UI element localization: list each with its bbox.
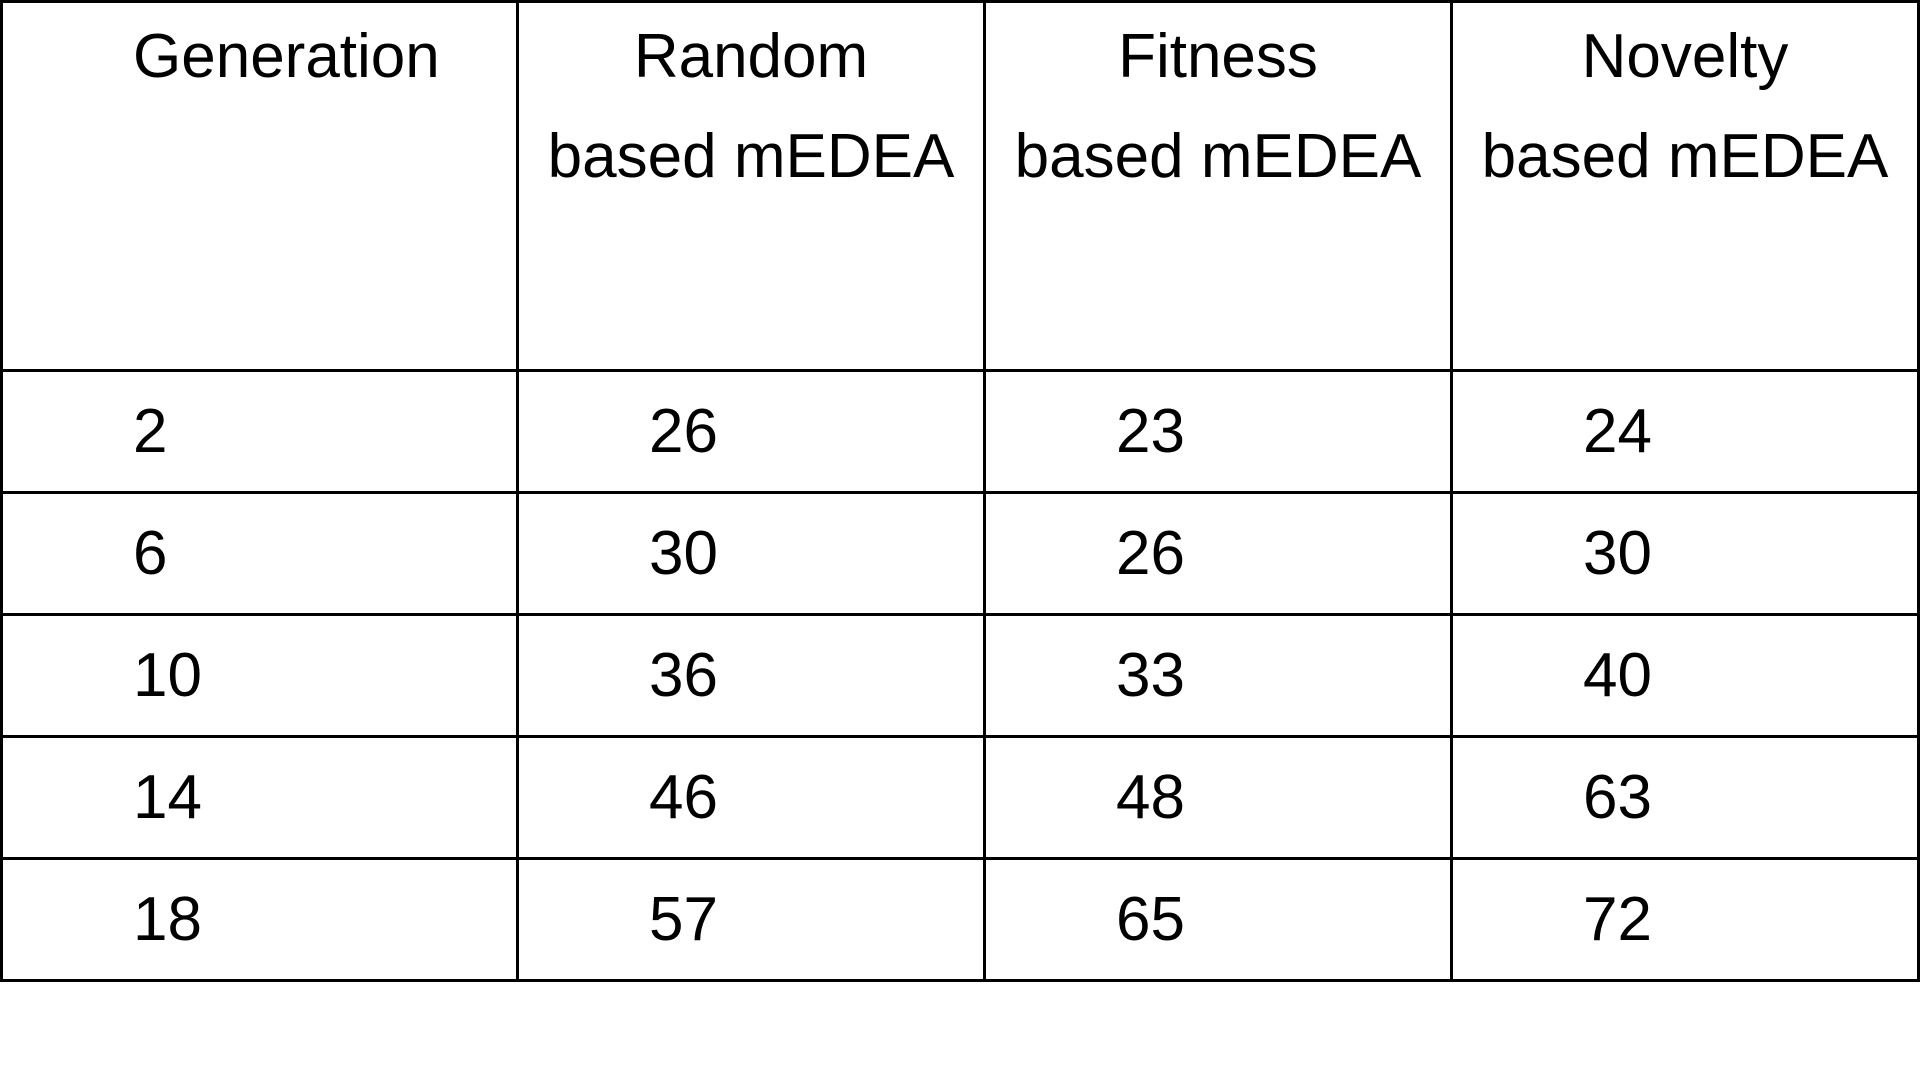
header-novelty-line1: Novelty xyxy=(1581,22,1789,91)
cell-random: 57 xyxy=(516,857,986,982)
header-random-line1: Random xyxy=(633,22,869,91)
header-generation-line1: Generation xyxy=(133,22,440,91)
table-header: Generation Random based mEDEA Fitness ba… xyxy=(0,0,1920,372)
cell-random: 26 xyxy=(516,369,986,494)
header-row: Generation Random based mEDEA Fitness ba… xyxy=(0,0,1920,372)
table-row: 18 57 65 72 xyxy=(0,857,1920,982)
cell-novelty: 72 xyxy=(1450,857,1920,982)
cell-fitness: 33 xyxy=(983,613,1453,738)
cell-random: 46 xyxy=(516,735,986,860)
header-fitness-line2: based mEDEA xyxy=(1014,122,1422,191)
header-generation: Generation xyxy=(0,0,519,372)
cell-fitness: 65 xyxy=(983,857,1453,982)
cell-generation: 14 xyxy=(0,735,519,860)
cell-fitness: 48 xyxy=(983,735,1453,860)
cell-fitness: 23 xyxy=(983,369,1453,494)
table-row: 6 30 26 30 xyxy=(0,491,1920,616)
table-row: 14 46 48 63 xyxy=(0,735,1920,860)
table-row: 2 26 23 24 xyxy=(0,369,1920,494)
cell-random: 30 xyxy=(516,491,986,616)
header-random: Random based mEDEA xyxy=(516,0,986,372)
table-body: 2 26 23 24 6 30 26 30 10 36 33 40 14 46 … xyxy=(0,369,1920,982)
cell-generation: 10 xyxy=(0,613,519,738)
cell-generation: 6 xyxy=(0,491,519,616)
results-table: Generation Random based mEDEA Fitness ba… xyxy=(0,0,1920,982)
table-row: 10 36 33 40 xyxy=(0,613,1920,738)
cell-fitness: 26 xyxy=(983,491,1453,616)
cell-novelty: 63 xyxy=(1450,735,1920,860)
cell-random: 36 xyxy=(516,613,986,738)
cell-generation: 18 xyxy=(0,857,519,982)
cell-novelty: 40 xyxy=(1450,613,1920,738)
header-novelty-line2: based mEDEA xyxy=(1481,122,1889,191)
header-random-line2: based mEDEA xyxy=(547,122,955,191)
header-novelty: Novelty based mEDEA xyxy=(1450,0,1920,372)
header-fitness-line1: Fitness xyxy=(1118,22,1318,91)
results-table-container: Generation Random based mEDEA Fitness ba… xyxy=(0,0,1920,982)
cell-novelty: 24 xyxy=(1450,369,1920,494)
header-fitness: Fitness based mEDEA xyxy=(983,0,1453,372)
cell-novelty: 30 xyxy=(1450,491,1920,616)
cell-generation: 2 xyxy=(0,369,519,494)
